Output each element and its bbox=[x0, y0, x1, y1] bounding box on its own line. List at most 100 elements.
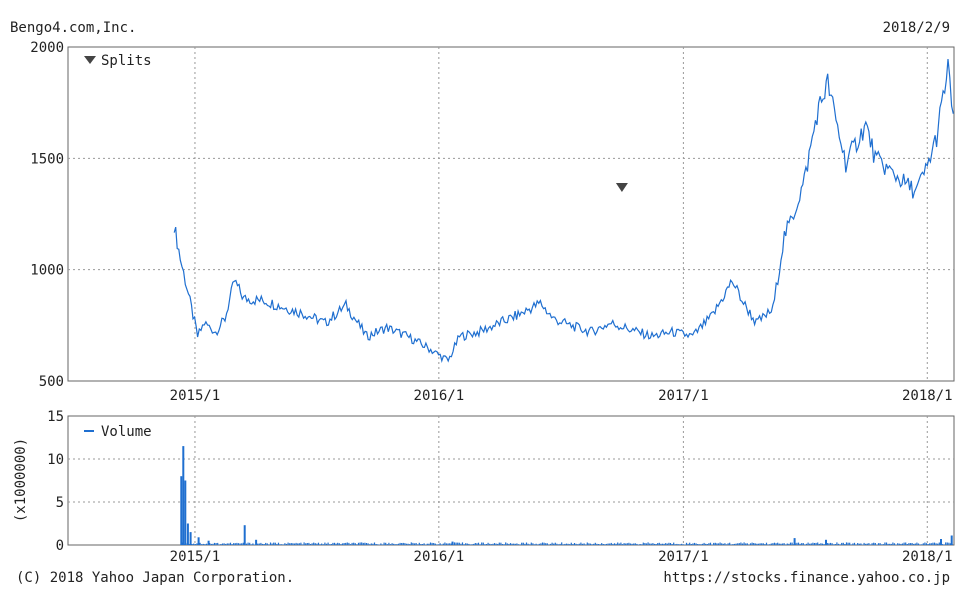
volume-bar bbox=[815, 542, 817, 545]
volume-bar bbox=[479, 544, 481, 545]
volume-bar bbox=[935, 543, 937, 545]
volume-bar bbox=[439, 543, 441, 545]
volume-bar bbox=[282, 544, 284, 545]
volume-bar bbox=[543, 542, 545, 545]
volume-bar bbox=[375, 544, 377, 545]
volume-bar bbox=[919, 544, 921, 545]
volume-bar bbox=[761, 543, 763, 545]
volume-bar bbox=[303, 542, 305, 545]
volume-bar bbox=[532, 543, 534, 545]
price-panel: 2000 1500 1000 500 2015/1 2016/1 2017/1 2018/1 S… bbox=[30, 40, 955, 404]
source-url[interactable]: https://stocks.finance.yahoo.co.jp bbox=[663, 570, 950, 586]
volume-bar bbox=[471, 544, 473, 545]
volume-bar bbox=[874, 543, 876, 545]
volume-bar bbox=[373, 542, 376, 545]
volume-bar bbox=[884, 542, 886, 545]
volume-bar bbox=[194, 544, 196, 545]
volume-bar bbox=[290, 543, 292, 545]
volume-bar bbox=[474, 543, 476, 545]
volume-bar bbox=[404, 543, 406, 545]
volume-bar bbox=[730, 544, 732, 545]
volume-bar bbox=[719, 542, 721, 545]
volume-bar bbox=[449, 543, 451, 545]
volume-bar bbox=[281, 544, 283, 545]
volume-bar bbox=[277, 542, 280, 545]
volume-bar bbox=[295, 542, 297, 545]
volume-bar bbox=[652, 543, 654, 545]
volume-bar bbox=[250, 544, 252, 545]
volume-bar bbox=[529, 544, 531, 545]
volume-bar bbox=[676, 543, 678, 545]
volume-bar bbox=[241, 543, 243, 545]
volume-plot-frame bbox=[67, 415, 955, 546]
volume-bar bbox=[673, 542, 675, 545]
volume-bar bbox=[263, 544, 265, 545]
volume-bar bbox=[769, 544, 771, 545]
volume-bar bbox=[836, 542, 838, 545]
volume-bar bbox=[500, 542, 502, 545]
volume-bar bbox=[516, 543, 518, 545]
volume-bar bbox=[442, 543, 444, 545]
splits-legend-label: Splits bbox=[101, 53, 152, 69]
volume-bar bbox=[893, 543, 896, 545]
volume-bar bbox=[437, 544, 440, 545]
volume-bar bbox=[911, 543, 913, 545]
volume-bar bbox=[269, 542, 272, 545]
volume-bar bbox=[740, 542, 742, 545]
volume-bar bbox=[777, 542, 779, 545]
volume-bar bbox=[196, 543, 198, 545]
volume-bar bbox=[217, 542, 219, 545]
volume-bar bbox=[490, 544, 492, 545]
volume-bar bbox=[909, 543, 912, 545]
volume-bar bbox=[820, 543, 822, 545]
volume-bar bbox=[401, 543, 403, 545]
volume-bar bbox=[349, 544, 352, 545]
volume-bar bbox=[365, 543, 368, 545]
volume-bar bbox=[207, 540, 210, 545]
volume-bar bbox=[593, 543, 595, 545]
volume-bar bbox=[335, 543, 337, 545]
volume-bar bbox=[887, 543, 889, 545]
volume-bar bbox=[695, 543, 697, 545]
volume-bar bbox=[367, 543, 369, 545]
volume-bar bbox=[453, 542, 456, 545]
volume-bar bbox=[711, 544, 713, 545]
volume-bar bbox=[930, 543, 932, 545]
volume-bar bbox=[386, 544, 388, 545]
volume-bar bbox=[436, 544, 438, 545]
volume-bar bbox=[810, 543, 812, 545]
volume-bar bbox=[599, 544, 601, 545]
volume-bar bbox=[575, 543, 577, 545]
volume-bar bbox=[610, 542, 612, 545]
volume-bar bbox=[751, 542, 753, 545]
volume-bar bbox=[661, 543, 664, 545]
volume-bar bbox=[333, 542, 336, 545]
volume-bar bbox=[429, 542, 432, 545]
volume-bar bbox=[679, 544, 681, 545]
volume-bar bbox=[266, 543, 268, 545]
volume-bar bbox=[655, 544, 657, 545]
volume-bar bbox=[567, 543, 569, 545]
volume-bar bbox=[625, 543, 627, 545]
volume-y-tick-label: 10 bbox=[47, 452, 64, 468]
volume-bar bbox=[594, 542, 596, 545]
volume-bar bbox=[716, 543, 718, 545]
volume-bar bbox=[773, 542, 776, 545]
price-x-tick-label: 2017/1 bbox=[658, 388, 709, 404]
volume-bar bbox=[620, 542, 622, 545]
volume-bar bbox=[885, 542, 888, 545]
volume-bar bbox=[866, 543, 868, 545]
volume-bar bbox=[913, 543, 915, 545]
volume-bar bbox=[698, 544, 700, 545]
volume-bar bbox=[921, 544, 923, 545]
volume-bar bbox=[415, 543, 417, 545]
volume-bar bbox=[242, 542, 244, 545]
volume-bar bbox=[431, 542, 433, 545]
volume-bar bbox=[705, 543, 707, 545]
volume-bar bbox=[823, 544, 825, 545]
volume-bar bbox=[841, 542, 843, 545]
volume-bar bbox=[868, 543, 870, 545]
volume-bar bbox=[741, 543, 744, 545]
volume-bar bbox=[297, 543, 299, 545]
volume-bar bbox=[677, 544, 680, 545]
